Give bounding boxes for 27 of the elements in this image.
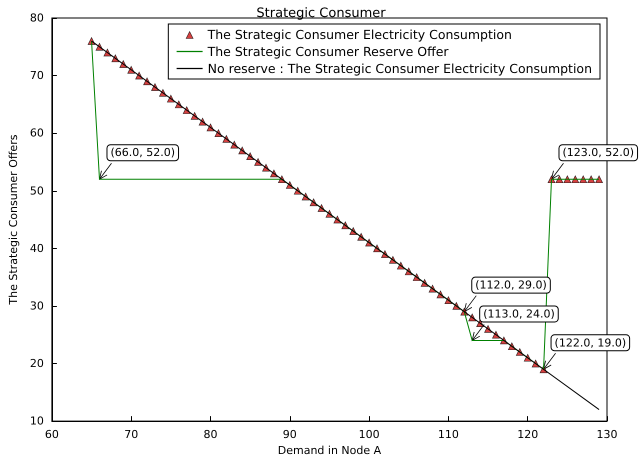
annotation: (112.0, 29.0) <box>475 278 547 292</box>
x-tick-label: 110 <box>438 428 459 442</box>
x-tick-label: 120 <box>517 428 538 442</box>
legend-label: No reserve : The Strategic Consumer Electricity Consumption <box>208 61 592 76</box>
chart-title: Strategic Consumer <box>256 6 386 21</box>
x-tick-label: 100 <box>358 428 380 442</box>
y-tick-label: 10 <box>30 414 44 428</box>
legend-label: The Strategic Consumer Reserve Offer <box>206 44 450 59</box>
annotation: (123.0, 52.0) <box>562 146 634 160</box>
y-tick-label: 80 <box>30 12 44 24</box>
x-tick-label: 60 <box>44 428 59 442</box>
annotation: (113.0, 24.0) <box>483 307 555 320</box>
annotation: (66.0, 52.0) <box>110 146 176 160</box>
x-tick-label: 90 <box>282 428 297 442</box>
x-tick-label: 80 <box>204 428 218 442</box>
x-tick-label: 70 <box>124 428 138 442</box>
y-tick-label: 30 <box>30 299 44 312</box>
legend-label: The Strategic Consumer Electricity Consumption <box>206 27 512 42</box>
y-tick-label: 40 <box>30 242 44 255</box>
x-axis-title: Demand in Node A <box>278 444 382 457</box>
annotation: (122.0, 19.0) <box>554 336 626 350</box>
x-tick-label: 130 <box>596 428 618 442</box>
y-tick-label: 50 <box>30 184 44 198</box>
y-tick-label: 20 <box>30 357 44 370</box>
y-axis-title: The Strategic Consumer Offers <box>7 134 20 306</box>
y-tick-label: 60 <box>30 126 44 140</box>
y-tick-label: 70 <box>30 69 44 82</box>
